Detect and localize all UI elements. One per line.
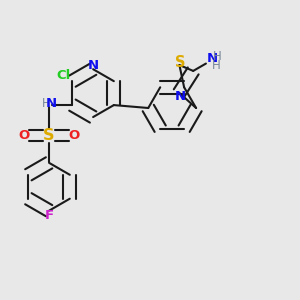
Text: N: N [46, 97, 57, 110]
Text: S: S [43, 128, 55, 143]
Text: H: H [213, 50, 222, 63]
Text: Cl: Cl [56, 69, 71, 82]
Text: O: O [68, 129, 80, 142]
Text: O: O [18, 129, 30, 142]
Text: N: N [206, 52, 218, 65]
Text: H: H [42, 97, 50, 110]
Text: N: N [88, 59, 99, 72]
Text: S: S [175, 55, 186, 70]
Text: N: N [175, 90, 186, 103]
Text: H: H [212, 59, 220, 72]
Text: F: F [44, 209, 54, 222]
